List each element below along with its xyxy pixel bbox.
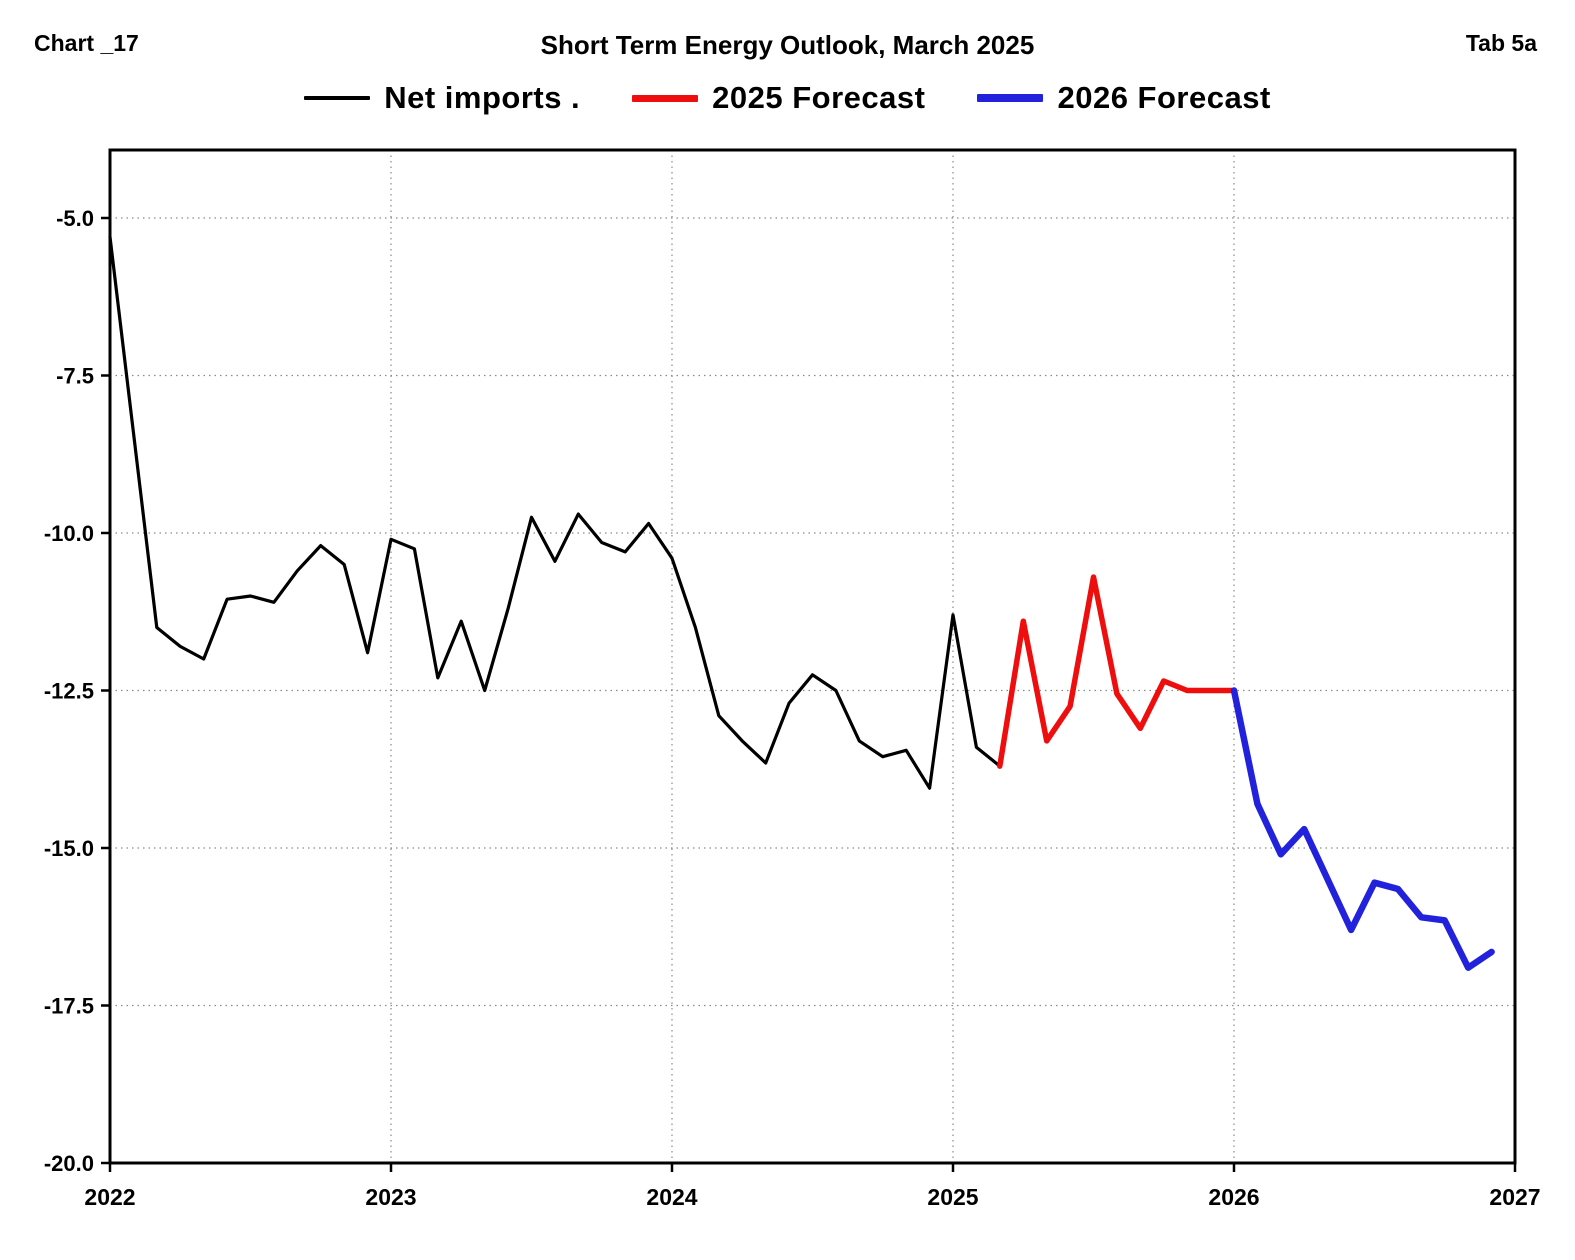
y-tick-label: -10.0 [44, 521, 94, 546]
forecast-2026-line-sample [977, 94, 1044, 102]
legend-item-2026-forecast: 2026 Forecast [977, 80, 1270, 116]
y-tick-label: -20.0 [44, 1151, 94, 1176]
y-tick-label: -12.5 [44, 679, 94, 704]
x-tick-label: 2024 [646, 1184, 697, 1210]
x-tick-label: 2023 [365, 1184, 416, 1210]
chart-number-label: Chart _17 [34, 30, 139, 56]
chart-legend: Net imports . 2025 Forecast 2026 Forecas… [0, 80, 1575, 116]
x-tick-label: 2027 [1489, 1184, 1540, 1210]
net-imports-line [108, 235, 1002, 790]
y-tick-label: -5.0 [56, 206, 94, 231]
forecast-2026-line [1230, 687, 1495, 971]
y-tick-label: -17.5 [44, 994, 94, 1019]
legend-label-2025-forecast: 2025 Forecast [712, 80, 926, 115]
chart-title: Short Term Energy Outlook, March 2025 [540, 30, 1035, 60]
tab-reference-label: Tab 5a [1465, 30, 1537, 56]
legend-label-2026-forecast: 2026 Forecast [1057, 80, 1271, 115]
x-tick-label: 2026 [1208, 1184, 1259, 1210]
x-tick-label: 2025 [927, 1184, 978, 1210]
plot-border [108, 148, 1517, 1165]
legend-label-net-imports: Net imports . [384, 80, 581, 115]
x-tick-label: 2022 [84, 1184, 135, 1210]
legend-item-net-imports: Net imports . [304, 80, 580, 116]
forecast-2025-line [997, 574, 1237, 769]
y-tick-label: -7.5 [56, 364, 94, 389]
y-tick-label: -15.0 [44, 836, 94, 861]
forecast-2025-line-sample [632, 94, 699, 102]
legend-item-2025-forecast: 2025 Forecast [632, 80, 925, 116]
net-imports-line-sample [304, 96, 371, 100]
